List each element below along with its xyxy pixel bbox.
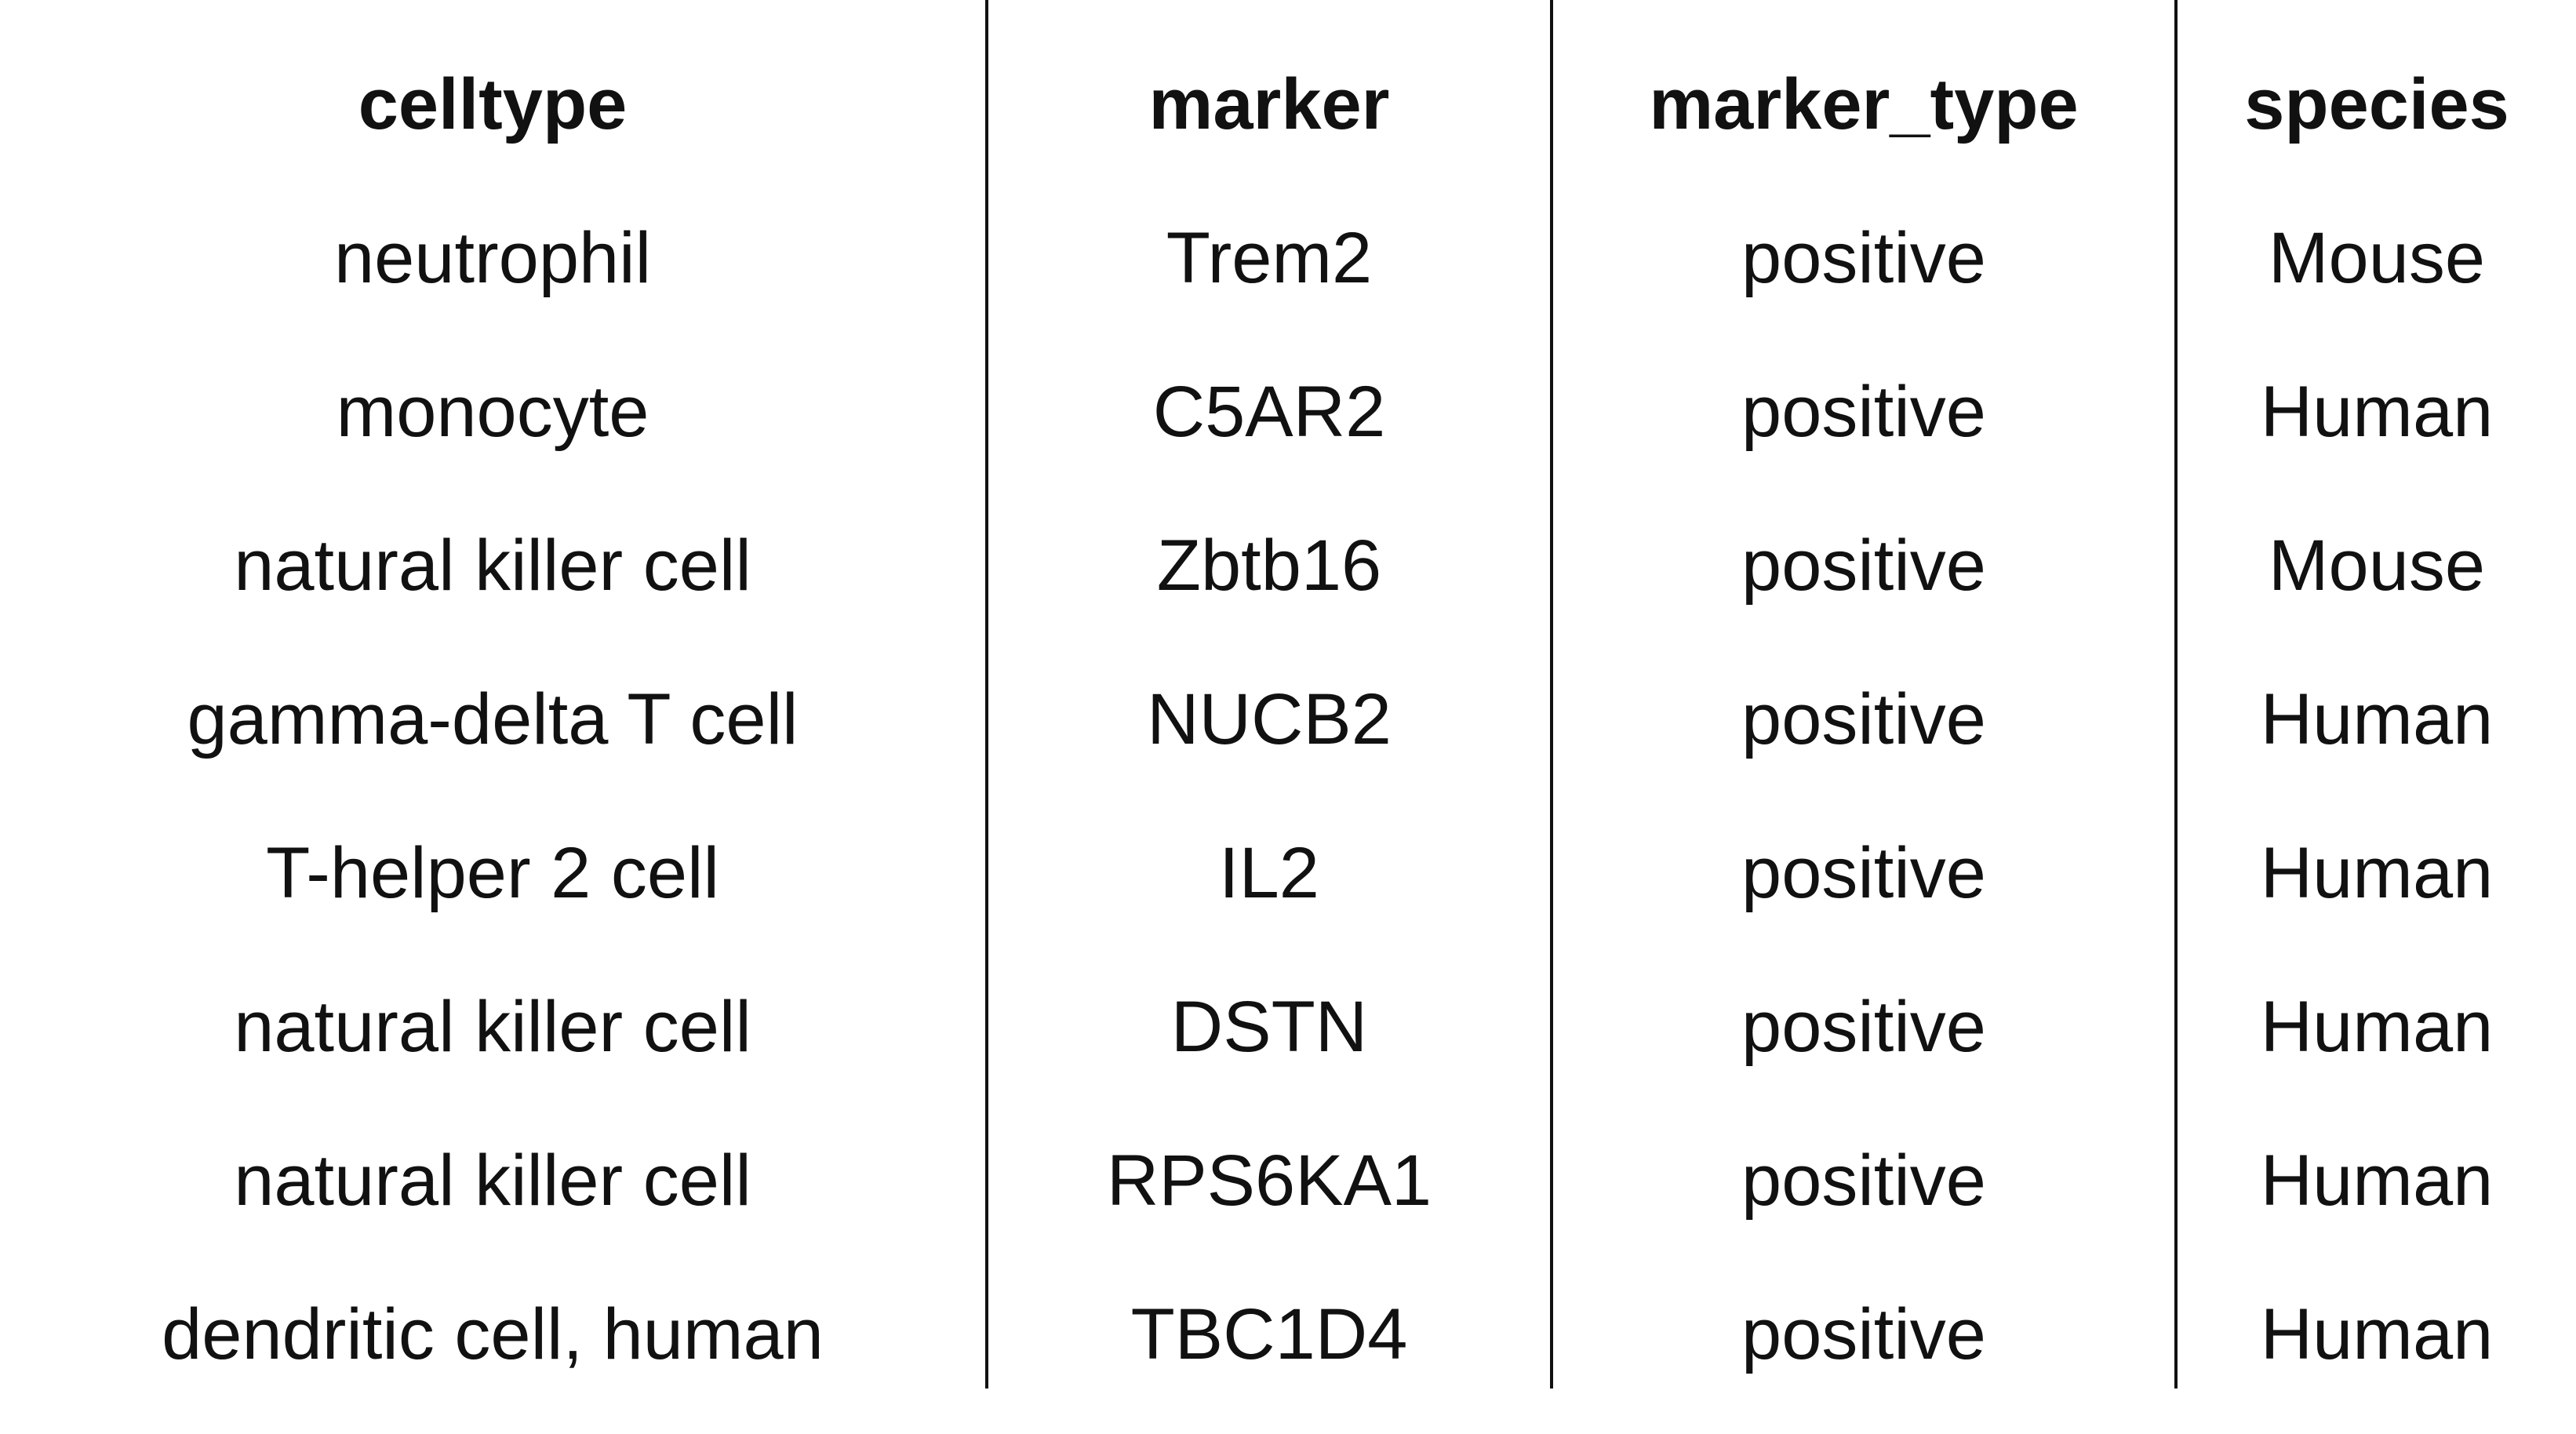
celltype-cell: neutrophil: [333, 218, 652, 298]
species-cell: Human: [2260, 679, 2494, 759]
celltype-cell: natural killer cell: [234, 987, 751, 1067]
marker-cell: Zbtb16: [1156, 526, 1382, 606]
celltype-column: celltype neutrophil monocyte natural killer…: [0, 0, 988, 1389]
marker-type-cell: positive: [1741, 1141, 1986, 1221]
celltype-header: celltype: [358, 64, 628, 144]
marker-cell: IL2: [1219, 833, 1319, 913]
marker-type-cell: positive: [1741, 1294, 1986, 1374]
marker-type-header: marker_type: [1649, 64, 2079, 144]
species-cell: Human: [2260, 1294, 2494, 1374]
marker-type-cell: positive: [1741, 833, 1986, 913]
marker-type-cell: positive: [1741, 679, 1986, 759]
celltype-cell: T-helper 2 cell: [266, 833, 719, 913]
species-cell: Human: [2260, 987, 2494, 1067]
marker-cell: DSTN: [1170, 987, 1368, 1067]
species-column: species Mouse Human Mouse Human Human Human Hum…: [2178, 0, 2576, 1389]
marker-cell: Trem2: [1166, 218, 1373, 298]
celltype-cell: natural killer cell: [234, 1141, 751, 1221]
marker-type-column: marker_type positive positive positive posit…: [1553, 0, 2178, 1389]
marker-cell: RPS6KA1: [1106, 1141, 1432, 1221]
marker-type-cell: positive: [1741, 372, 1986, 452]
marker-column: marker Trem2 C5AR2 Zbtb16 NUCB2 IL2 DSTN RPS6KA…: [988, 0, 1553, 1389]
marker-cell: C5AR2: [1152, 372, 1386, 452]
marker-type-cell: positive: [1741, 526, 1986, 606]
species-cell: Human: [2260, 372, 2494, 452]
celltype-cell: gamma-delta T cell: [187, 679, 799, 759]
celltype-cell: monocyte: [336, 372, 649, 452]
species-header: species: [2244, 64, 2509, 144]
marker-cell: TBC1D4: [1130, 1294, 1408, 1374]
species-cell: Human: [2260, 833, 2494, 913]
marker-type-cell: positive: [1741, 218, 1986, 298]
species-cell: Mouse: [2268, 526, 2486, 606]
celltype-cell: dendritic cell, human: [162, 1294, 824, 1374]
marker-cell: NUCB2: [1147, 679, 1392, 759]
species-cell: Human: [2260, 1141, 2494, 1221]
species-cell: Mouse: [2268, 218, 2486, 298]
marker-type-cell: positive: [1741, 987, 1986, 1067]
marker-header: marker: [1148, 64, 1390, 144]
celltype-cell: natural killer cell: [234, 526, 751, 606]
